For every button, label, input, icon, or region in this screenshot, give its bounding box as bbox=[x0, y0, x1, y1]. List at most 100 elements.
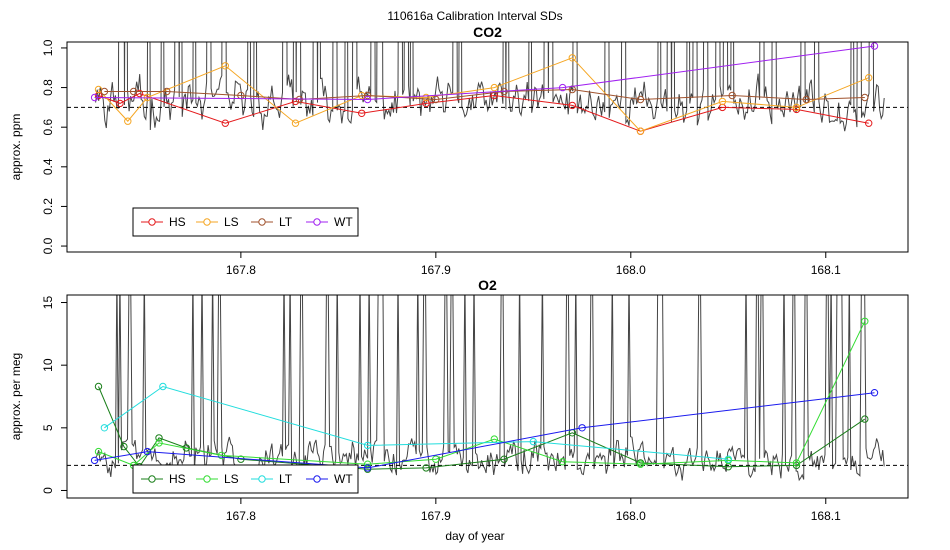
legend-swatch-marker bbox=[148, 218, 156, 226]
legend-swatch-marker bbox=[203, 218, 211, 226]
y-axis-label: approx. ppm bbox=[9, 114, 23, 181]
data-point-lt bbox=[100, 424, 109, 432]
legend-label: HS bbox=[169, 215, 186, 229]
data-point-lt bbox=[636, 95, 645, 104]
series-line-hs bbox=[98, 92, 869, 132]
figure-title: 110616a Calibration Interval SDs bbox=[387, 9, 562, 23]
data-point-lt bbox=[432, 95, 440, 104]
data-point-ls bbox=[865, 74, 873, 82]
data-point-lt bbox=[363, 91, 372, 100]
data-point-hs bbox=[500, 455, 508, 463]
data-point-lt bbox=[363, 441, 372, 450]
legend-label: WT bbox=[334, 472, 353, 486]
legend-swatch-marker bbox=[313, 218, 321, 226]
series-line-hs bbox=[98, 386, 866, 470]
data-point-hs bbox=[155, 434, 163, 442]
legend-label: HS bbox=[169, 472, 186, 486]
data-point-wt bbox=[363, 464, 372, 472]
series-lt bbox=[100, 85, 869, 104]
data-point-hs bbox=[422, 464, 430, 472]
data-point-ls bbox=[792, 103, 801, 112]
data-point-lt bbox=[802, 95, 810, 104]
legend-label: LS bbox=[224, 472, 239, 486]
data-point-ls bbox=[558, 458, 567, 466]
legend-label: LT bbox=[279, 215, 293, 229]
data-point-hs bbox=[94, 382, 103, 391]
legend-label: LS bbox=[224, 215, 239, 229]
data-point-hs bbox=[568, 101, 576, 110]
data-point-wt bbox=[90, 93, 99, 102]
data-point-lt bbox=[728, 91, 736, 100]
data-point-hs bbox=[291, 97, 300, 106]
data-point-ls bbox=[155, 439, 163, 447]
background-trace bbox=[95, 295, 885, 482]
data-point-hs bbox=[120, 442, 128, 451]
data-point-ls bbox=[490, 83, 498, 92]
panel-title: O2 bbox=[478, 277, 497, 293]
legend-swatch-marker bbox=[258, 475, 266, 483]
series-wt bbox=[90, 42, 879, 104]
legend-swatch-marker bbox=[148, 475, 156, 483]
x-tick-label: 167.8 bbox=[226, 509, 256, 523]
data-point-wt bbox=[578, 424, 586, 432]
y-tick-label: 15 bbox=[41, 296, 55, 310]
plot-frame bbox=[66, 294, 909, 499]
y-tick-label: 0.0 bbox=[41, 237, 55, 254]
series-line-wt bbox=[94, 392, 875, 469]
series-line-wt bbox=[94, 45, 875, 101]
series-line-lt bbox=[104, 88, 865, 101]
data-point-lt bbox=[163, 87, 171, 96]
plot-frame bbox=[66, 41, 909, 253]
panel-title: CO2 bbox=[473, 24, 502, 40]
y-tick-label: 0.2 bbox=[41, 198, 55, 215]
data-point-wt bbox=[363, 95, 372, 104]
legend: HS LS LT WT bbox=[132, 207, 359, 237]
y-tick-label: 0.4 bbox=[41, 158, 55, 175]
legend-swatch-marker bbox=[258, 218, 266, 226]
data-point-hs bbox=[792, 105, 801, 114]
series-hs bbox=[94, 89, 873, 135]
x-tick-label: 168.0 bbox=[616, 263, 646, 277]
x-tick-label: 167.9 bbox=[421, 509, 451, 523]
data-point-hs bbox=[861, 415, 869, 423]
legend: HS LS LT WT bbox=[132, 464, 359, 494]
x-tick-label: 168.0 bbox=[616, 509, 646, 523]
data-point-lt bbox=[100, 87, 109, 96]
data-point-ls bbox=[636, 127, 645, 135]
data-point-ls bbox=[124, 117, 132, 125]
x-tick-label: 167.8 bbox=[226, 263, 256, 277]
data-point-hs bbox=[865, 119, 873, 127]
data-point-wt bbox=[870, 389, 879, 397]
series-lt bbox=[100, 382, 732, 463]
y-tick-label: 5 bbox=[41, 424, 55, 431]
data-point-ls bbox=[291, 119, 300, 127]
legend-label: LT bbox=[279, 472, 293, 486]
data-point-hs bbox=[221, 119, 230, 127]
x-axis-label: day of year bbox=[445, 529, 504, 543]
series-hs bbox=[94, 382, 869, 473]
data-point-hs bbox=[116, 99, 124, 108]
data-point-ls bbox=[94, 447, 103, 456]
data-point-wt bbox=[143, 447, 152, 456]
x-tick-label: 168.1 bbox=[811, 509, 841, 523]
y-tick-label: 10 bbox=[41, 358, 55, 372]
data-point-lt bbox=[159, 382, 167, 391]
series-line-ls bbox=[98, 321, 866, 466]
o2-panel: O2 approx. per meg 167.8 167.9 168.0 168.1 0 5 1… bbox=[9, 277, 909, 523]
data-point-lt bbox=[724, 455, 732, 463]
data-point-wt bbox=[90, 456, 99, 465]
data-point-wt bbox=[870, 42, 879, 50]
y-tick-label: 0.6 bbox=[41, 119, 55, 136]
co2-panel: CO2 approx. ppm 167.8 167.9 168.0 168.1 0.0 0.2… bbox=[9, 24, 909, 277]
data-point-hs bbox=[358, 109, 366, 118]
data-point-ls bbox=[861, 317, 869, 325]
data-point-ls bbox=[568, 54, 576, 62]
data-point-ls bbox=[432, 455, 440, 463]
data-point-ls bbox=[217, 451, 226, 460]
data-point-ls bbox=[221, 62, 230, 70]
data-point-lt bbox=[861, 93, 869, 102]
legend-swatch-marker bbox=[203, 475, 211, 483]
legend-label: WT bbox=[334, 215, 353, 229]
data-point-ls bbox=[792, 459, 801, 467]
